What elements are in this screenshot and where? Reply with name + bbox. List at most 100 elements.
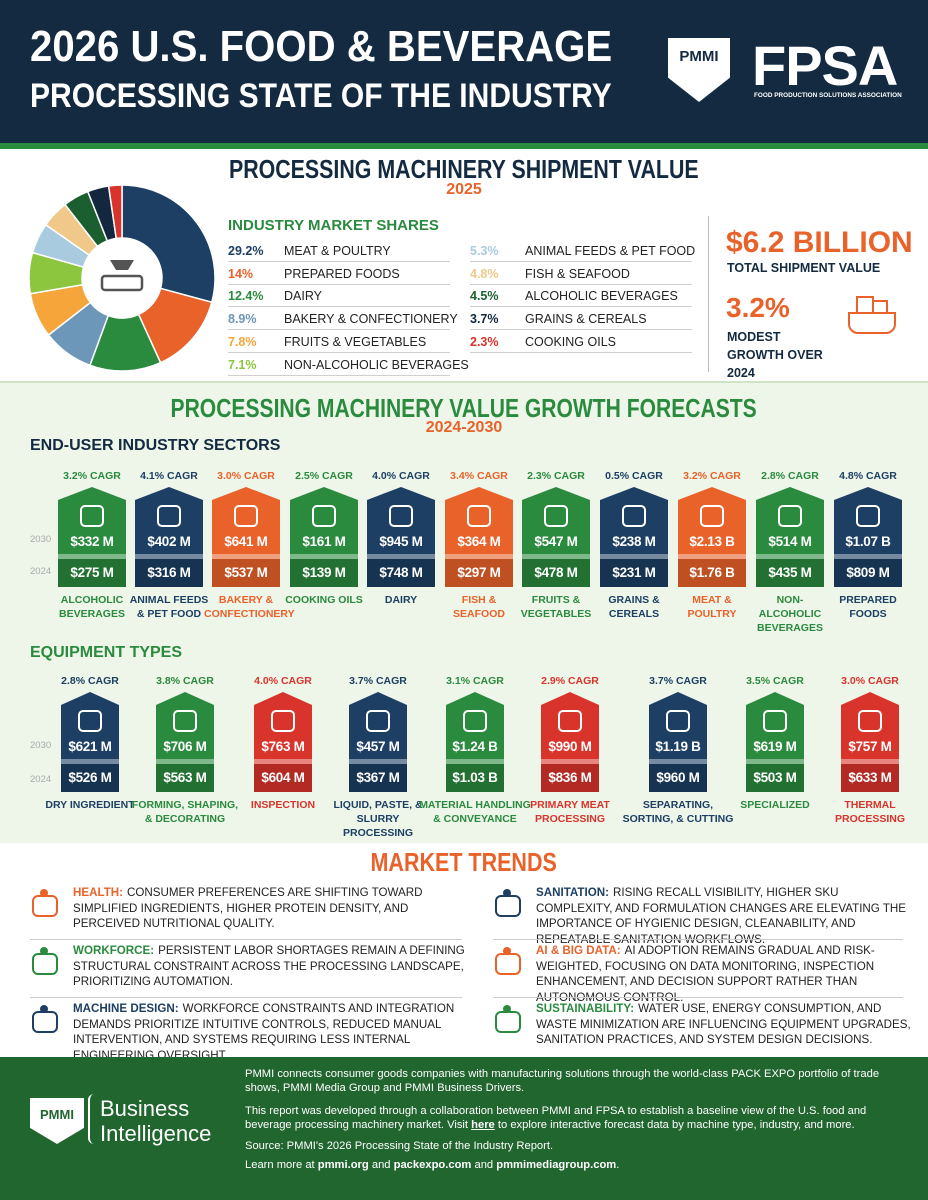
item-name: BAKERY & CONFECTIONERY bbox=[204, 594, 295, 620]
trend-label: HEALTH: bbox=[73, 886, 124, 899]
card-icon bbox=[80, 505, 104, 527]
link[interactable]: pmmi.org bbox=[317, 1159, 369, 1171]
value-2024: $139 M bbox=[290, 559, 358, 587]
link[interactable]: here bbox=[471, 1119, 495, 1131]
item-name: NON-ALCOHOLIC BEVERAGES bbox=[757, 594, 823, 634]
share-value: 4.5% bbox=[470, 289, 499, 304]
value-2030: $1.19 B bbox=[655, 739, 701, 754]
year-label: 2024 bbox=[30, 774, 52, 785]
value-2024: $633 M bbox=[841, 764, 899, 792]
share-row: 3.7% GRAINS & CEREALS bbox=[470, 311, 692, 331]
section-year: 2025 bbox=[446, 181, 482, 198]
card-separator bbox=[756, 554, 824, 559]
cagr-label: 3.5% CAGR bbox=[746, 675, 804, 687]
trend-rule bbox=[493, 997, 903, 998]
share-label: NON-ALCOHOLIC BEVERAGES bbox=[284, 357, 469, 372]
item-name: PRIMARY MEAT PROCESSING bbox=[530, 799, 610, 825]
forecast-card: $238 M $231 M bbox=[600, 487, 668, 587]
share-label: FRUITS & VEGETABLES bbox=[284, 334, 427, 349]
trend-text: AI & BIG DATA: AI ADOPTION REMAINS GRADUA… bbox=[536, 943, 918, 1005]
share-value: 29.2% bbox=[228, 244, 264, 258]
item-name: COOKING OILS bbox=[285, 594, 363, 606]
text: . bbox=[616, 1159, 620, 1171]
fpsa-tagline: FOOD PRODUCTION SOLUTIONS ASSOCIATION bbox=[754, 92, 902, 99]
text: Learn more at bbox=[245, 1159, 318, 1171]
value-2030: $332 M bbox=[70, 534, 114, 549]
card-icon bbox=[666, 710, 690, 732]
item-name: DRY INGREDIENT bbox=[45, 799, 135, 811]
trend-icon bbox=[493, 947, 523, 977]
trend-text: WORKFORCE: PERSISTENT LABOR SHORTAGES REM… bbox=[73, 943, 465, 990]
forecast-card: $1.07 B $809 M bbox=[834, 487, 902, 587]
share-row: 8.9% BAKERY & CONFECTIONERY bbox=[228, 311, 458, 331]
text: Source: PMMI's 2026 Processing State of … bbox=[245, 1140, 554, 1152]
cagr-label: 2.9% CAGR bbox=[541, 675, 599, 687]
center-icon bbox=[110, 260, 134, 270]
text: to explore interactive forecast data by … bbox=[494, 1119, 855, 1131]
trend-text: MACHINE DESIGN: WORKFORCE CONSTRAINTS AND… bbox=[73, 1001, 465, 1063]
share-label: ALCOHOLIC BEVERAGES bbox=[525, 289, 678, 304]
trend-icon bbox=[503, 889, 511, 897]
share-value: 5.3% bbox=[470, 244, 499, 258]
card-separator bbox=[746, 759, 804, 764]
item-name: MATERIAL HANDLING & CONVEYANCE bbox=[419, 799, 531, 825]
item-name: DAIRY bbox=[384, 594, 418, 606]
card-icon bbox=[157, 505, 181, 527]
card-icon bbox=[463, 710, 487, 732]
forecast-card: $990 M $836 M bbox=[541, 692, 599, 792]
cagr-label: 3.0% CAGR bbox=[217, 470, 275, 482]
card-separator bbox=[649, 759, 707, 764]
forecast-card: $706 M $563 M bbox=[156, 692, 214, 792]
link[interactable]: pmmimediagroup.com bbox=[496, 1159, 617, 1171]
text: MARKET TRENDS bbox=[370, 847, 558, 877]
forecast-card: $1.24 B $1.03 B bbox=[446, 692, 504, 792]
donut-center bbox=[84, 240, 160, 316]
footer-band bbox=[0, 1057, 928, 1200]
value-2024: $297 M bbox=[445, 559, 513, 587]
trend-body: CONSUMER PREFERENCES ARE SHIFTING TOWARD… bbox=[73, 886, 423, 930]
item-name: PREPARED FOODS bbox=[839, 594, 897, 620]
ship-icon bbox=[848, 312, 896, 334]
card-separator bbox=[445, 554, 513, 559]
total-label: TOTAL SHIPMENT VALUE bbox=[727, 261, 881, 275]
share-label: MEAT & POULTRY bbox=[284, 244, 391, 258]
cagr-label: 3.8% CAGR bbox=[156, 675, 214, 687]
forecast-card: $763 M $604 M bbox=[254, 692, 312, 792]
share-value: 8.9% bbox=[228, 312, 257, 327]
trend-text: SANITATION: RISING RECALL VISIBILITY, HIG… bbox=[536, 885, 918, 947]
share-value: 14% bbox=[228, 266, 254, 281]
donut-slice bbox=[107, 184, 123, 240]
item-name: GRAINS & CEREALS bbox=[608, 594, 660, 620]
card-icon bbox=[271, 710, 295, 732]
card-icon bbox=[763, 710, 787, 732]
value-2030: $990 M bbox=[548, 739, 592, 754]
card-separator bbox=[61, 759, 119, 764]
footer-paragraph: Source: PMMI's 2026 Processing State of … bbox=[245, 1139, 910, 1153]
header-band bbox=[0, 0, 928, 143]
trend-icon bbox=[32, 953, 58, 975]
card-icon bbox=[366, 710, 390, 732]
item-name: FISH & SEAFOOD bbox=[453, 594, 505, 620]
trend-label: SANITATION: bbox=[536, 886, 609, 899]
card-icon bbox=[544, 505, 568, 527]
cagr-label: 2.8% CAGR bbox=[761, 470, 819, 482]
value-2030: $2.13 B bbox=[689, 534, 735, 549]
section-year: 2024-2030 bbox=[425, 419, 503, 436]
subsection-title: INDUSTRY MARKET SHARES bbox=[228, 217, 439, 234]
trend-icon bbox=[40, 1005, 48, 1013]
cagr-label: 0.5% CAGR bbox=[605, 470, 663, 482]
card-icon bbox=[700, 505, 724, 527]
forecast-card: $332 M $275 M bbox=[58, 487, 126, 587]
value-2030: $619 M bbox=[753, 739, 797, 754]
share-label: BAKERY & CONFECTIONERY bbox=[284, 312, 458, 327]
value-2024: $1.03 B bbox=[446, 764, 504, 792]
growth-label: MODEST GROWTH OVER 2024 bbox=[727, 330, 823, 380]
footer-paragraph: This report was developed through a coll… bbox=[245, 1104, 910, 1132]
card-icon bbox=[622, 505, 646, 527]
value-2024: $503 M bbox=[746, 764, 804, 792]
share-label: DAIRY bbox=[284, 289, 322, 304]
link[interactable]: packexpo.com bbox=[393, 1159, 472, 1171]
section-title: PROCESSING MACHINERY SHIPMENT VALUE bbox=[100, 154, 828, 184]
card-icon bbox=[558, 710, 582, 732]
value-2024: $537 M bbox=[212, 559, 280, 587]
